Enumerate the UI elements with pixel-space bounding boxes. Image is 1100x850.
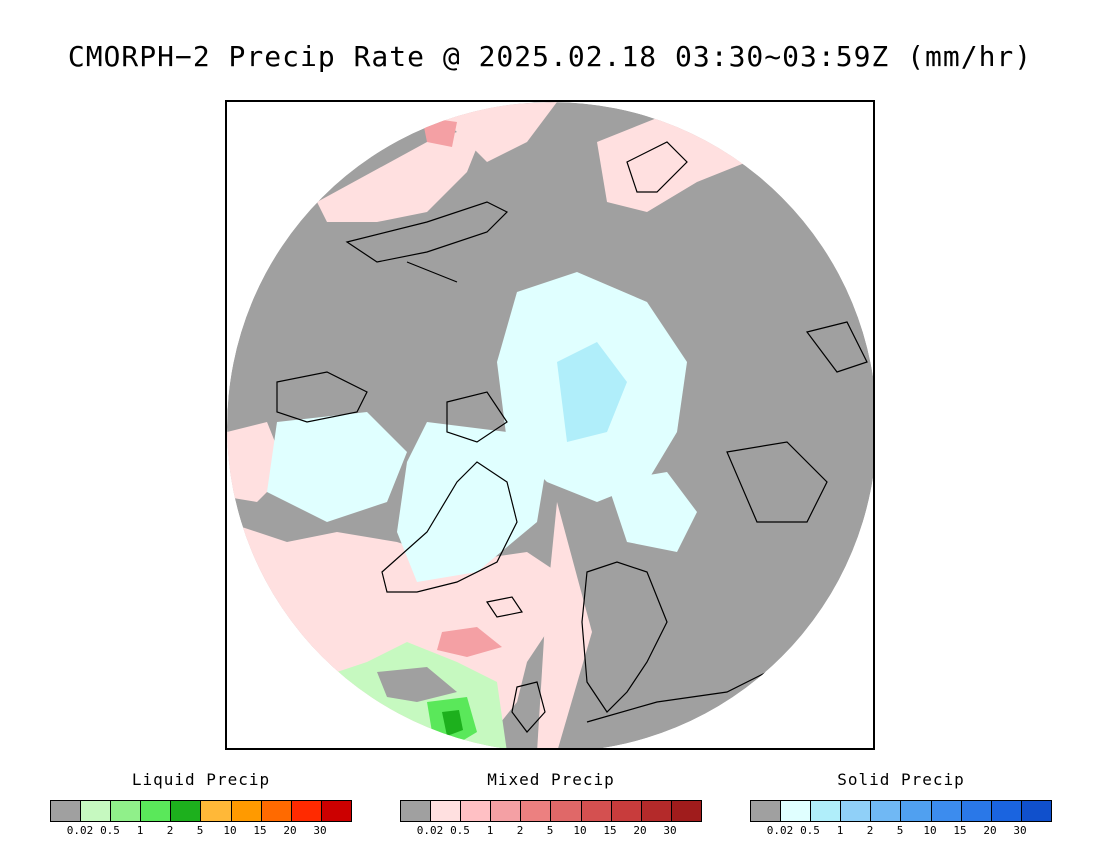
legend-tick-label: 5	[546, 824, 554, 837]
legend-swatch	[551, 801, 582, 821]
legend-swatch	[581, 801, 612, 821]
legend-swatch	[231, 801, 262, 821]
legend-swatch	[401, 801, 432, 821]
legend-tick-label: 5	[896, 824, 904, 837]
legend-swatch	[901, 801, 932, 821]
legend-swatch	[931, 801, 962, 821]
legend-tick-label: 15	[603, 824, 617, 837]
legend-tick-label: 0.5	[450, 824, 470, 837]
legend-swatch	[321, 801, 351, 821]
legend-ticks: 0.02 0.5 1 2 5 10 15 20 30	[50, 824, 350, 838]
legend-swatch	[751, 801, 782, 821]
legend-swatches	[400, 800, 702, 822]
legend-liquid-precip: Liquid Precip 0.02 0.5 1 2 5 10 15 20 30	[50, 770, 352, 838]
legend-swatch	[431, 801, 462, 821]
legend-swatch	[841, 801, 872, 821]
legend-tick-label: 2	[166, 824, 174, 837]
legend-tick-label: 15	[253, 824, 267, 837]
legend-swatch	[611, 801, 642, 821]
legend-swatch	[671, 801, 701, 821]
legend-swatch	[871, 801, 902, 821]
legend-tick-label: 30	[1013, 824, 1027, 837]
legend-tick-label: 5	[196, 824, 204, 837]
legend-ticks: 0.02 0.5 1 2 5 10 15 20 30	[750, 824, 1050, 838]
legend-ticks: 0.02 0.5 1 2 5 10 15 20 30	[400, 824, 700, 838]
legend-swatches	[50, 800, 352, 822]
legend-tick-label: 10	[923, 824, 937, 837]
legend-tick-label: 30	[663, 824, 677, 837]
polar-precip-map	[227, 102, 873, 748]
legend-solid-precip: Solid Precip 0.02 0.5 1 2 5 10 15 20 30	[750, 770, 1052, 838]
coastlines	[276, 141, 868, 733]
legend-tick-label: 20	[633, 824, 647, 837]
legend-swatch	[641, 801, 672, 821]
legend-swatch	[781, 801, 812, 821]
legend-swatch	[811, 801, 842, 821]
legend-swatch	[521, 801, 552, 821]
no-precip-island-in-liquid	[377, 667, 457, 702]
solid-region-greenland	[397, 422, 547, 582]
legend-swatch	[111, 801, 142, 821]
legend-tick-label: 1	[836, 824, 844, 837]
legend-swatch	[291, 801, 322, 821]
legend-tick-label: 20	[283, 824, 297, 837]
legend-title: Liquid Precip	[131, 770, 271, 789]
legend-tick-label: 1	[486, 824, 494, 837]
mixed-moderate-patch	[437, 627, 502, 657]
legend-mixed-precip: Mixed Precip 0.02 0.5 1 2 5 10 15 20 30	[400, 770, 702, 838]
legend-tick-label: 0.02	[766, 824, 794, 837]
map-title: CMORPH−2 Precip Rate @ 2025.02.18 03:30~…	[67, 40, 1033, 73]
mixed-region-wedge	[537, 502, 592, 748]
legend-tick-label: 30	[313, 824, 327, 837]
legend-tick-label: 20	[983, 824, 997, 837]
solid-region-canada	[267, 412, 407, 522]
solid-moderate-patch	[557, 342, 627, 442]
legend-swatch	[991, 801, 1022, 821]
liquid-region-heavy	[442, 710, 463, 736]
legend-swatch	[81, 801, 112, 821]
mixed-region-bering	[427, 102, 557, 162]
mixed-region-north-pacific	[317, 122, 487, 222]
legend-tick-label: 1	[136, 824, 144, 837]
legend-swatch	[261, 801, 292, 821]
legend-tick-label: 0.5	[800, 824, 820, 837]
legend-title: Mixed Precip	[487, 770, 615, 789]
legend-tick-label: 0.02	[66, 824, 94, 837]
legend-tick-label: 2	[866, 824, 874, 837]
legend-tick-label: 2	[516, 824, 524, 837]
legend-tick-label: 0.02	[416, 824, 444, 837]
legend-tick-label: 15	[953, 824, 967, 837]
legend-swatch	[51, 801, 82, 821]
legend-swatch	[201, 801, 232, 821]
legend-swatches	[750, 800, 1052, 822]
legend-tick-label: 10	[223, 824, 237, 837]
legend-swatch	[141, 801, 172, 821]
legend-swatch	[1021, 801, 1051, 821]
solid-region-siberia	[607, 472, 697, 552]
legend-swatch	[461, 801, 492, 821]
legend-swatch	[171, 801, 202, 821]
legend-swatch	[491, 801, 522, 821]
legend-tick-label: 10	[573, 824, 587, 837]
legend-tick-label: 0.5	[100, 824, 120, 837]
polar-map-frame[interactable]	[225, 100, 875, 750]
legend-title: Solid Precip	[837, 770, 965, 789]
legend-swatch	[961, 801, 992, 821]
